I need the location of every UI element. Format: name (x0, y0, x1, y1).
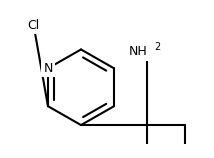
Text: NH: NH (128, 45, 147, 58)
Text: 2: 2 (154, 42, 160, 52)
Text: N: N (43, 62, 53, 75)
Text: NH₂: NH₂ (138, 45, 161, 58)
Text: Cl: Cl (28, 19, 40, 32)
